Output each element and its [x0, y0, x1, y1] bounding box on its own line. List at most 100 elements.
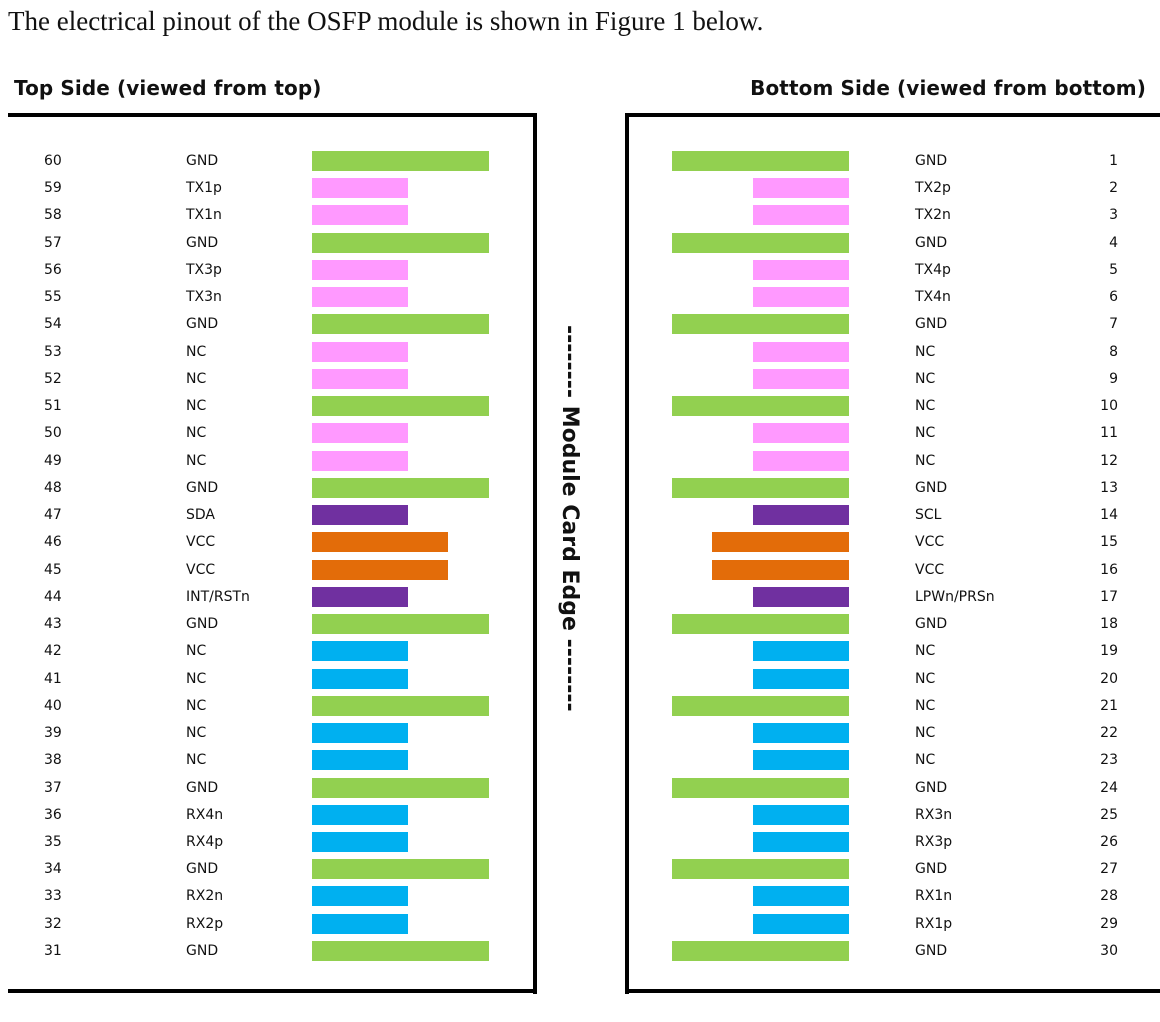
bottom-panel-bottom-border — [625, 989, 1160, 993]
top-panel-bottom-border — [8, 989, 537, 993]
pin-name: NC — [915, 452, 936, 469]
pin-contact-rx — [312, 668, 408, 689]
pin-contact-gnd — [312, 232, 489, 253]
pin-contact-rx — [312, 913, 408, 934]
pin-contact-tx — [312, 341, 408, 362]
pin-contact-rx — [312, 804, 408, 825]
pin-number: 23 — [1100, 752, 1118, 769]
pin-number: 50 — [44, 425, 62, 442]
pin-contact-tx — [753, 450, 849, 471]
pin-contact-gnd — [312, 940, 489, 961]
pin-contact-rx — [753, 723, 849, 744]
pin-name: NC — [186, 425, 207, 442]
pin-number: 30 — [1100, 942, 1118, 959]
pin-contact-rx — [753, 913, 849, 934]
pin-contact-rx — [753, 886, 849, 907]
top-panel-top-border — [8, 113, 537, 117]
pin-name: VCC — [915, 534, 945, 551]
pin-number: 9 — [1109, 370, 1118, 387]
intro-text: The electrical pinout of the OSFP module… — [8, 6, 764, 36]
pin-contact-gnd — [672, 151, 849, 171]
pin-contact-vcc — [712, 559, 849, 580]
pin-contact-gnd — [312, 614, 489, 635]
pin-contact-gnd — [672, 477, 849, 498]
pin-name: NC — [186, 452, 207, 469]
pin-number: 7 — [1109, 316, 1118, 333]
pin-name: NC — [915, 670, 936, 687]
pin-name: TX4n — [915, 289, 951, 306]
pin-name: GND — [915, 316, 948, 333]
pin-contact-rx — [753, 750, 849, 771]
pin-contact-gnd — [672, 314, 849, 335]
pin-number: 33 — [44, 888, 62, 905]
pin-name: LPWn/PRSn — [915, 588, 995, 605]
pin-number: 45 — [44, 561, 62, 578]
pin-contact-rx — [753, 641, 849, 662]
pin-name: NC — [915, 725, 936, 742]
pin-contact-tx — [312, 450, 408, 471]
pin-number: 49 — [44, 452, 62, 469]
pin-contact-gnd — [312, 477, 489, 498]
pin-name: VCC — [186, 561, 216, 578]
module-card-edge-label: -------- Module Card Edge -------- — [557, 325, 582, 712]
pin-name: GND — [186, 479, 219, 496]
pin-name: GND — [915, 942, 948, 959]
pin-name: NC — [915, 752, 936, 769]
pin-name: RX2p — [186, 915, 224, 932]
pin-contact-vcc — [312, 559, 448, 580]
pin-contact-gnd — [672, 940, 849, 961]
pin-contact-rx — [312, 832, 408, 852]
pin-name: GND — [186, 942, 219, 959]
pin-contact-gnd — [312, 314, 489, 335]
pin-number: 2 — [1109, 180, 1118, 197]
pin-number: 47 — [44, 507, 62, 524]
pin-number: 52 — [44, 370, 62, 387]
pin-name: INT/RSTn — [186, 588, 250, 605]
pin-name: NC — [915, 643, 936, 660]
pin-number: 4 — [1109, 234, 1118, 251]
top-panel-right-border — [533, 113, 537, 994]
pin-name: NC — [915, 697, 936, 714]
pin-number: 16 — [1100, 561, 1118, 578]
pin-name: GND — [186, 153, 219, 169]
pin-number: 24 — [1100, 779, 1118, 796]
pin-number: 17 — [1100, 588, 1118, 605]
pin-number: 60 — [44, 153, 62, 169]
pin-name: TX2p — [915, 180, 951, 197]
pin-name: TX1p — [186, 180, 222, 197]
pin-number: 48 — [44, 479, 62, 496]
bottom-panel-left-border — [625, 113, 629, 994]
pin-name: NC — [186, 670, 207, 687]
pin-contact-gnd — [312, 151, 489, 171]
pin-contact-rx — [312, 750, 408, 771]
pin-contact-tx — [753, 368, 849, 389]
pin-number: 37 — [44, 779, 62, 796]
pin-number: 11 — [1100, 425, 1118, 442]
pin-number: 51 — [44, 398, 62, 415]
pin-contact-rx — [312, 886, 408, 907]
pin-number: 58 — [44, 207, 62, 224]
pin-contact-tx — [312, 205, 408, 226]
pin-name: TX4p — [915, 261, 951, 278]
pin-number: 20 — [1100, 670, 1118, 687]
pin-contact-gnd — [312, 777, 489, 798]
pin-contact-rx — [312, 641, 408, 662]
pin-name: RX4n — [186, 806, 224, 823]
pin-name: NC — [915, 425, 936, 442]
pin-contact-gnd — [672, 777, 849, 798]
pin-contact-tx — [753, 341, 849, 362]
pin-number: 54 — [44, 316, 62, 333]
pin-contact-ctrl — [753, 586, 849, 607]
pin-number: 14 — [1100, 507, 1118, 524]
pin-name: NC — [186, 398, 207, 415]
pin-contact-tx — [312, 287, 408, 308]
pin-number: 34 — [44, 861, 62, 878]
pin-number: 26 — [1100, 834, 1118, 850]
bottom-panel-top-border — [625, 113, 1160, 117]
pin-contact-rx — [312, 723, 408, 744]
pin-number: 35 — [44, 834, 62, 850]
pin-name: TX1n — [186, 207, 222, 224]
pin-name: NC — [186, 370, 207, 387]
pin-number: 57 — [44, 234, 62, 251]
pin-name: NC — [186, 643, 207, 660]
